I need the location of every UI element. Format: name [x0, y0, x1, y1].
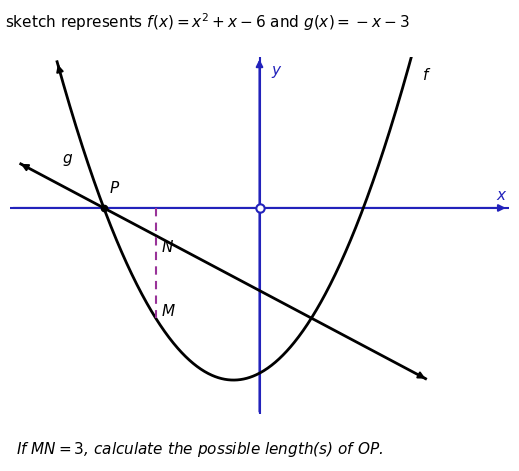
Text: If $MN = 3$, calculate the possible length(s) of $OP$.: If $MN = 3$, calculate the possible leng…	[16, 440, 383, 459]
Text: g: g	[63, 151, 72, 166]
Text: f: f	[423, 68, 428, 83]
Text: y: y	[271, 64, 280, 78]
Text: P: P	[110, 181, 119, 196]
Text: x: x	[496, 188, 506, 203]
Text: sketch represents $f(x) = x^2 + x - 6$ and $g(x) = -x - 3$: sketch represents $f(x) = x^2 + x - 6$ a…	[5, 12, 410, 33]
Text: N: N	[162, 240, 173, 255]
Text: M: M	[162, 304, 175, 319]
